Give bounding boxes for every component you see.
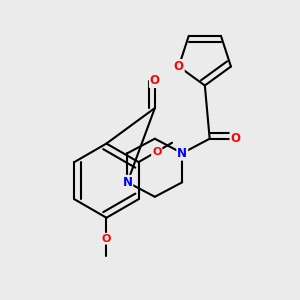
Text: O: O [174, 60, 184, 73]
Text: O: O [152, 147, 161, 157]
Text: N: N [122, 176, 132, 189]
Text: O: O [102, 234, 111, 244]
Text: O: O [150, 74, 160, 87]
Text: O: O [230, 132, 241, 145]
Text: N: N [177, 147, 187, 160]
